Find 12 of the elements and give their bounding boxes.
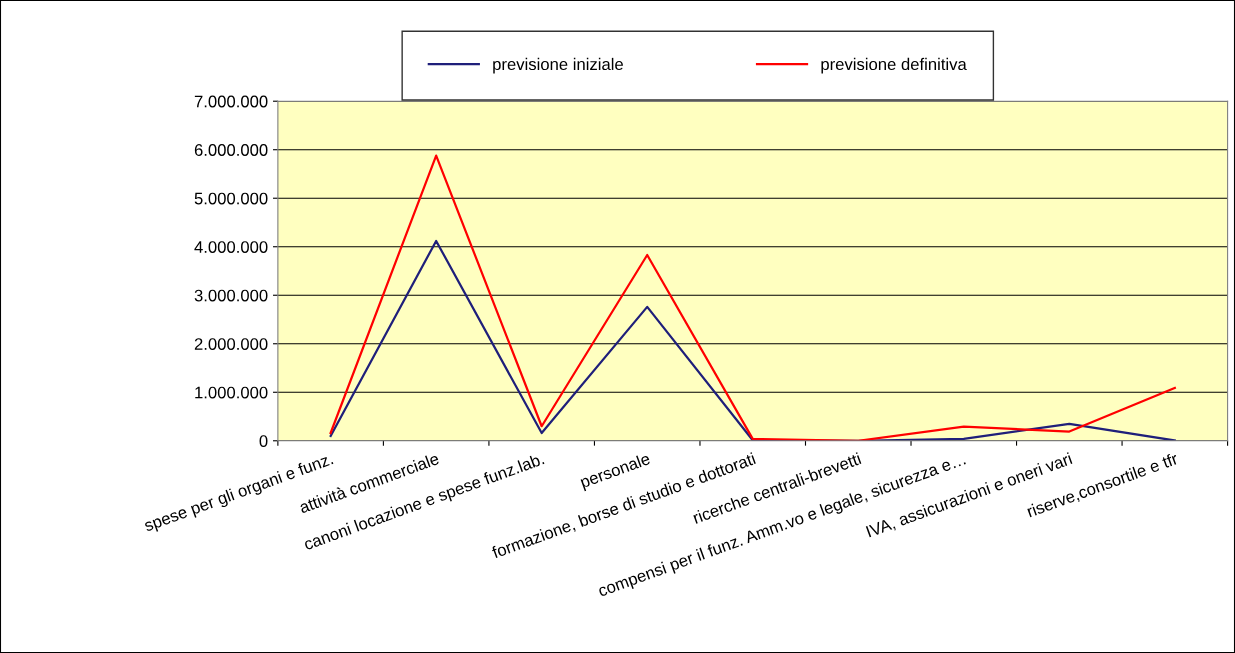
y-tick-label: 0 <box>259 435 268 447</box>
y-tick-label: 6.000.000 <box>194 144 268 156</box>
y-tick-label: 3.000.000 <box>194 289 268 302</box>
y-tick-label: 4.000.000 <box>194 241 268 253</box>
legend-label: previsione definitiva <box>821 57 967 74</box>
y-tick-label: 7.000.000 <box>194 95 268 108</box>
legend-label: previsione iniziale <box>493 57 623 74</box>
line-series <box>329 154 1176 441</box>
y-tick-label: 1.000.000 <box>195 386 268 399</box>
y-tick-label: 2.000.000 <box>194 338 268 350</box>
y-tick-label: 5.000.000 <box>194 192 268 205</box>
line-series <box>329 239 1176 441</box>
